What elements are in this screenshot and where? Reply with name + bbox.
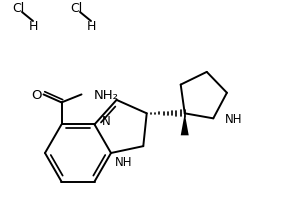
Text: NH: NH <box>115 157 133 170</box>
Text: NH: NH <box>225 113 243 126</box>
Text: H: H <box>28 19 38 32</box>
Text: H: H <box>86 19 96 32</box>
Text: O: O <box>31 89 42 102</box>
Text: NH₂: NH₂ <box>94 89 118 102</box>
Text: N: N <box>102 115 110 128</box>
Text: Cl: Cl <box>12 2 24 16</box>
Polygon shape <box>181 113 189 135</box>
Text: Cl: Cl <box>70 2 82 16</box>
